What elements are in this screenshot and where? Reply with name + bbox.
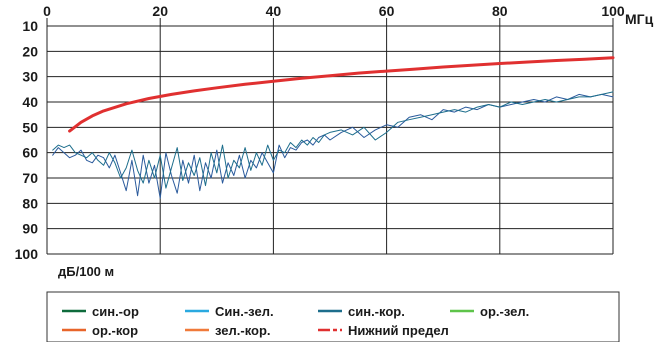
series-layer <box>52 56 615 199</box>
legend-label-5: зел.-кор. <box>215 323 271 338</box>
legend-label-0: син.-ор <box>92 304 139 319</box>
y-tick-100: 100 <box>15 246 39 262</box>
y-tick-60: 60 <box>22 145 38 161</box>
y-axis-label: дБ/100 м <box>58 264 114 279</box>
legend-label-3: ор.-зел. <box>480 304 529 319</box>
x-unit-label: МГц <box>625 11 654 27</box>
series-line-0 <box>52 93 614 199</box>
y-tick-70: 70 <box>22 170 38 186</box>
y-tick-30: 30 <box>22 69 38 85</box>
series-line-2 <box>68 56 615 133</box>
legend-label-6: Нижний предел <box>348 323 449 338</box>
legend: син.-ор Син.-зел. син.-кор. ор.-зел. ор.-кор… <box>46 291 620 342</box>
grid-lines <box>46 18 614 255</box>
x-tick-100: 100 <box>601 3 625 19</box>
legend-label-2: син.-кор. <box>348 304 405 319</box>
y-tick-90: 90 <box>22 221 38 237</box>
x-tick-20: 20 <box>152 3 168 19</box>
y-tick-40: 40 <box>22 94 38 110</box>
legend-label-1: Син.-зел. <box>215 304 274 319</box>
y-tick-20: 20 <box>22 43 38 59</box>
x-tick-labels: 0 20 40 60 80 100 <box>43 3 625 19</box>
x-tick-0: 0 <box>43 3 51 19</box>
series-line-1 <box>52 91 614 189</box>
legend-box <box>46 291 620 342</box>
x-tick-60: 60 <box>379 3 395 19</box>
y-tick-labels: 10 20 30 40 50 60 70 80 90 100 <box>15 18 39 262</box>
x-tick-40: 40 <box>266 3 282 19</box>
x-tick-80: 80 <box>492 3 508 19</box>
legend-label-4: ор.-кор <box>92 323 138 338</box>
y-tick-50: 50 <box>22 119 38 135</box>
y-tick-10: 10 <box>22 18 38 34</box>
y-tick-80: 80 <box>22 195 38 211</box>
